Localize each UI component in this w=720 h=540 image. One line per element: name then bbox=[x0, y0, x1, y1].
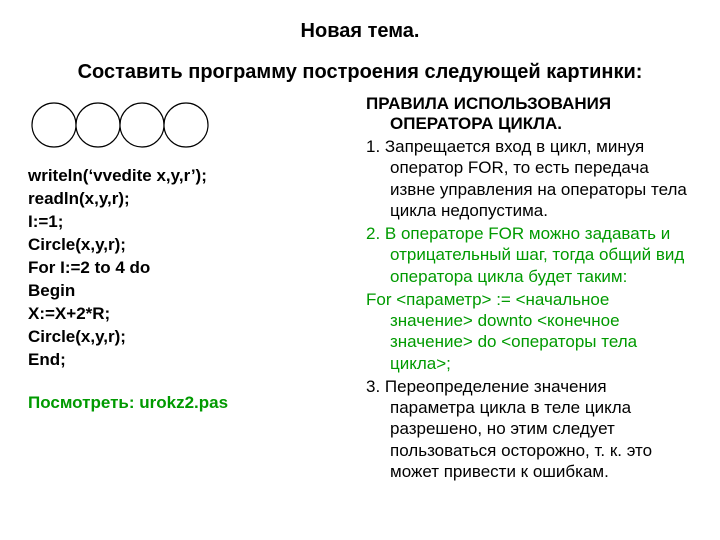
circle-icon bbox=[76, 103, 120, 147]
code-line: Begin bbox=[28, 280, 348, 303]
code-line: writeln(‘vvedite x,y,r’); bbox=[28, 165, 348, 188]
see-file-link: Посмотреть: urokz2.pas bbox=[28, 393, 348, 413]
code-line: For I:=2 to 4 do bbox=[28, 257, 348, 280]
code-line: X:=X+2*R; bbox=[28, 303, 348, 326]
left-column: writeln(‘vvedite x,y,r’); readln(x,y,r);… bbox=[28, 94, 348, 484]
circle-icon bbox=[32, 103, 76, 147]
two-column-layout: writeln(‘vvedite x,y,r’); readln(x,y,r);… bbox=[28, 94, 692, 484]
rule-item-1: 1. Запрещается вход в цикл, минуя операт… bbox=[366, 136, 692, 221]
right-column: ПРАВИЛА ИСПОЛЬЗОВАНИЯ ОПЕРАТОРА ЦИКЛА. 1… bbox=[366, 94, 692, 484]
rule-item-2-syntax: For <параметр> := <начальное значение> d… bbox=[366, 289, 692, 374]
code-line: End; bbox=[28, 349, 348, 372]
slide-root: Новая тема. Составить программу построен… bbox=[0, 0, 720, 540]
circles-illustration bbox=[30, 100, 348, 155]
rule-item-2: 2. В операторе FOR можно задавать и отри… bbox=[366, 223, 692, 287]
code-line: readln(x,y,r); bbox=[28, 188, 348, 211]
code-block: writeln(‘vvedite x,y,r’); readln(x,y,r);… bbox=[28, 165, 348, 371]
four-circles-svg bbox=[30, 100, 230, 150]
code-line: I:=1; bbox=[28, 211, 348, 234]
rules-title: ПРАВИЛА ИСПОЛЬЗОВАНИЯ ОПЕРАТОРА ЦИКЛА. bbox=[366, 94, 692, 134]
code-line: Circle(x,y,r); bbox=[28, 326, 348, 349]
rule-item-3: 3. Переопределение значения параметра ци… bbox=[366, 376, 692, 482]
circle-icon bbox=[120, 103, 164, 147]
circle-icon bbox=[164, 103, 208, 147]
task-subtitle: Составить программу построения следующей… bbox=[28, 61, 692, 84]
topic-title: Новая тема. bbox=[28, 20, 692, 43]
code-line: Circle(x,y,r); bbox=[28, 234, 348, 257]
